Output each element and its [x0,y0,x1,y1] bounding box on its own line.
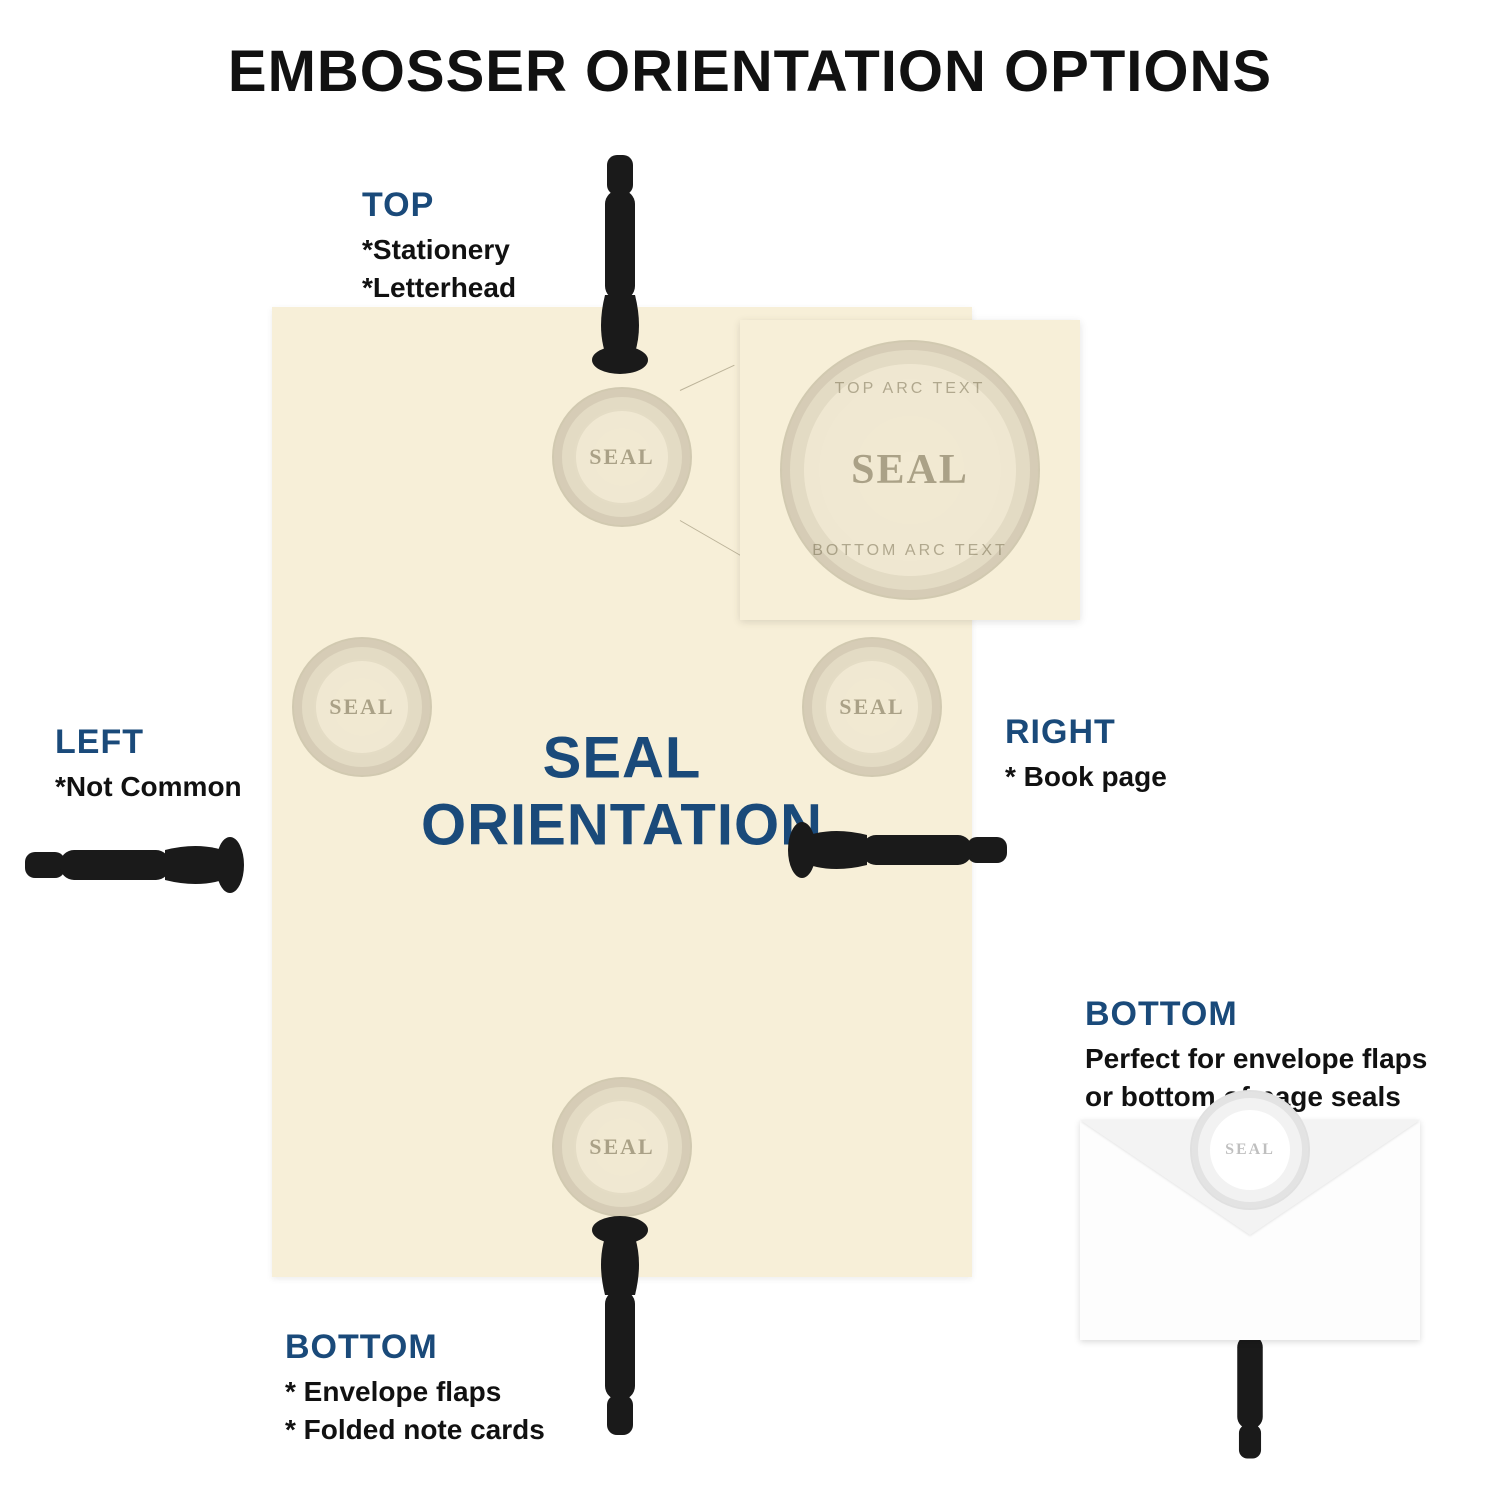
label-left-head: LEFT [55,720,242,766]
label-bottom-detail-head: BOTTOM [1085,992,1427,1038]
seal-impression-bottom: SEAL [552,1077,692,1217]
label-bottom: BOTTOM * Envelope flaps * Folded note ca… [285,1325,545,1448]
paper-center-line2: ORIENTATION [421,792,823,859]
label-bottom-line1: * Envelope flaps [285,1373,545,1411]
seal-impression-top: SEAL [552,387,692,527]
label-right-line1: * Book page [1005,758,1167,796]
seal-zoom-center: SEAL [851,446,969,494]
main-title: EMBOSSER ORIENTATION OPTIONS [0,38,1500,105]
label-top: TOP *Stationery *Letterhead [362,183,516,306]
seal-text: SEAL [839,694,904,720]
label-bottom-head: BOTTOM [285,1325,545,1371]
label-right-head: RIGHT [1005,710,1167,756]
envelope: SEAL [1080,1120,1420,1340]
paper-center-line1: SEAL [421,725,823,792]
label-left: LEFT *Not Common [55,720,242,806]
seal-text: SEAL [589,444,654,470]
label-right: RIGHT * Book page [1005,710,1167,796]
label-top-head: TOP [362,183,516,229]
label-bottom-line2: * Folded note cards [285,1411,545,1449]
seal-text: SEAL [329,694,394,720]
seal-impression-right: SEAL [802,637,942,777]
seal-impression-left: SEAL [292,637,432,777]
envelope-seal: SEAL [1190,1090,1310,1210]
label-left-line1: *Not Common [55,768,242,806]
seal-arc-top: TOP ARC TEXT [782,380,1038,398]
embosser-left [25,830,245,900]
paper-center-text: SEAL ORIENTATION [421,725,823,858]
seal-zoom: TOP ARC TEXT SEAL BOTTOM ARC TEXT [780,340,1040,600]
seal-zoom-panel: TOP ARC TEXT SEAL BOTTOM ARC TEXT [740,320,1080,620]
label-bottom-detail-line1: Perfect for envelope flaps [1085,1040,1427,1078]
embosser-top [585,155,655,375]
envelope-example: SEAL [1080,1120,1420,1340]
seal-text: SEAL [589,1134,654,1160]
embosser-right [787,815,1007,885]
envelope-seal-text: SEAL [1225,1141,1275,1159]
label-top-line1: *Stationery [362,231,516,269]
label-top-line2: *Letterhead [362,269,516,307]
seal-arc-bottom: BOTTOM ARC TEXT [782,542,1038,560]
embosser-bottom [585,1215,655,1435]
